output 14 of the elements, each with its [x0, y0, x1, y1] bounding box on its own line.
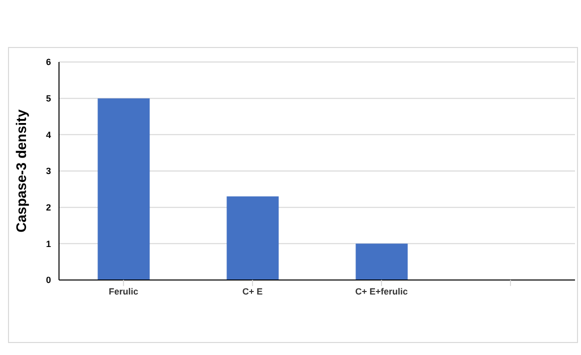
x-tick-label: Ferulic [108, 286, 138, 296]
bar [98, 98, 150, 280]
y-tick-label: 5 [46, 94, 51, 104]
bar [356, 244, 408, 280]
y-tick-label: 2 [46, 202, 51, 213]
bar [226, 196, 279, 280]
y-tick-label: 3 [46, 166, 51, 176]
y-tick-label: 1 [46, 238, 51, 249]
y-tick-label: 4 [46, 130, 51, 140]
y-tick-label: 0 [46, 275, 51, 286]
x-tick-label: C+ E+ferulic [355, 286, 408, 296]
y-tick-label: 6 [46, 57, 51, 68]
x-tick-label: C+ E [242, 286, 263, 296]
y-axis-title: Caspase-3 density [12, 109, 29, 232]
